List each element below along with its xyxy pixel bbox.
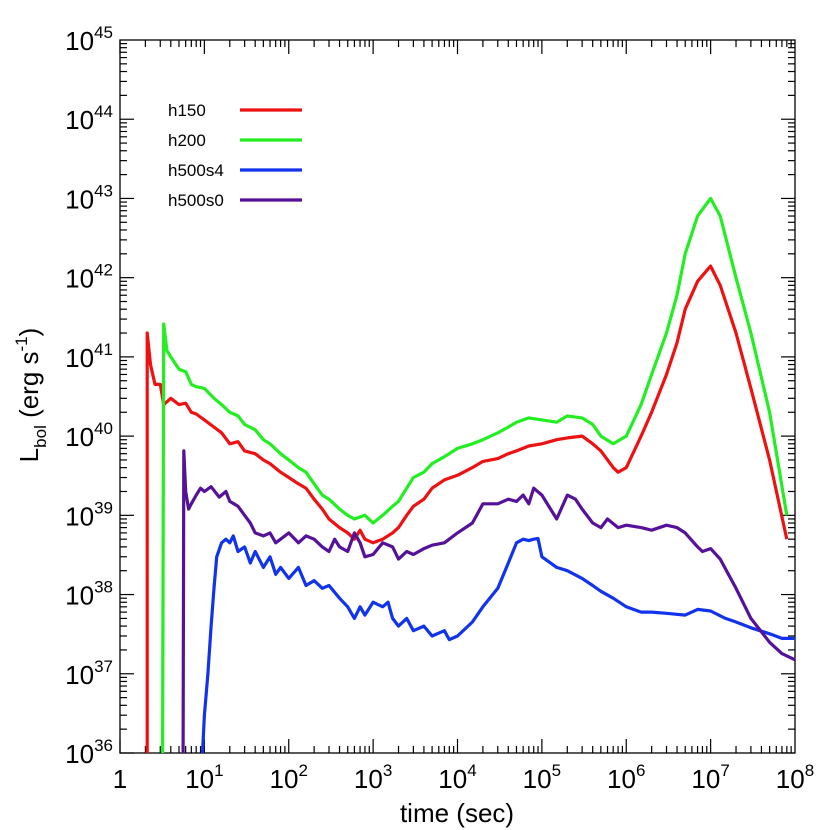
legend-label-h200: h200 (168, 131, 206, 150)
y-tick-label: 1039 (65, 498, 113, 531)
x-tick-label: 104 (438, 761, 476, 794)
series-line-h500s0 (181, 449, 796, 754)
series-line-h200 (161, 196, 789, 754)
y-tick-label: 1043 (65, 181, 113, 214)
axis-ticks (119, 40, 795, 754)
series-lines (145, 196, 796, 754)
x-tick-label: 105 (523, 761, 561, 794)
x-axis-label: time (sec) (400, 798, 514, 828)
x-tick-label: 102 (270, 761, 308, 794)
y-axis-label-close: ) (14, 328, 44, 337)
legend-label-h500s0: h500s0 (168, 191, 224, 210)
y-tick-label: 1044 (65, 102, 113, 135)
x-tick-label: 1 (113, 764, 127, 794)
y-tick-label: 1041 (65, 340, 113, 373)
y-axis-label-rest: (erg s (14, 351, 44, 425)
y-tick-label: 1037 (65, 657, 113, 690)
y-axis-label: Lbol (erg s-1) (12, 328, 50, 463)
legend-label-h150: h150 (168, 101, 206, 120)
axes-frame (119, 39, 796, 754)
y-tick-label: 1036 (65, 736, 113, 769)
y-tick-label: 1045 (65, 23, 113, 56)
y-tick-label: 1038 (65, 578, 113, 611)
x-tick-label: 101 (185, 761, 223, 794)
series-line-h150 (145, 264, 789, 753)
y-tick-label: 1040 (65, 419, 113, 452)
y-axis-label-sup: -1 (12, 336, 31, 351)
plot-frame (119, 39, 796, 754)
x-tick-label: 107 (691, 761, 729, 794)
y-axis-label-main: L (14, 448, 44, 462)
legend: h150 h200 h500s4 h500s0 (168, 101, 302, 210)
y-tick-labels: 1036 1037 1038 1039 1040 1041 1042 1043 1044 1045 (65, 23, 113, 769)
y-tick-label: 1042 (65, 261, 113, 294)
y-axis-label-sub: bol (31, 425, 50, 448)
x-tick-labels: 1 101 102 103 104 105 106 107 108 (113, 761, 814, 794)
x-tick-label: 103 (354, 761, 392, 794)
legend-label-h500s4: h500s4 (168, 161, 224, 180)
series-line-h500s4 (200, 534, 795, 754)
x-tick-label: 106 (607, 761, 645, 794)
x-tick-label: 108 (776, 761, 814, 794)
